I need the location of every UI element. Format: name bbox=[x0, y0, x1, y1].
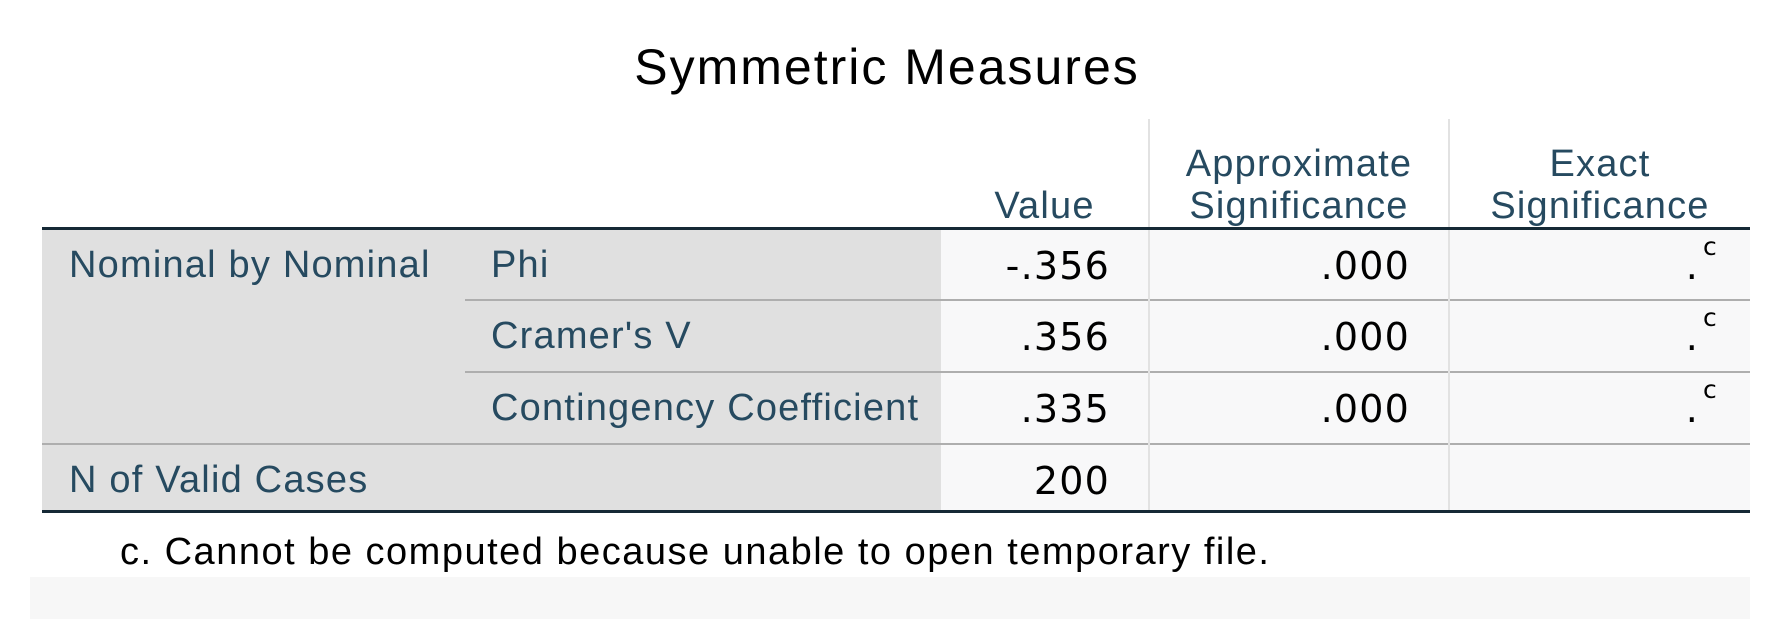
value-cell: 200 bbox=[941, 443, 1150, 513]
footnote-marker: c bbox=[1703, 303, 1718, 332]
row-label-phi: Phi bbox=[465, 226, 941, 300]
value-cell: .356 bbox=[941, 299, 1150, 372]
group-label-valid-cases: N of Valid Cases bbox=[42, 443, 941, 513]
background-band bbox=[30, 577, 1750, 619]
table-title: Symmetric Measures bbox=[634, 39, 1140, 95]
approx-significance-cell bbox=[1149, 443, 1450, 513]
row-label-cramers-v: Cramer's V bbox=[465, 299, 941, 372]
exact-significance-cell bbox=[1449, 443, 1750, 513]
group-label-nominal: Nominal by Nominal bbox=[42, 226, 465, 444]
column-header-exact-significance: Exact Significance bbox=[1490, 142, 1710, 227]
column-header-approx-significance: Approximate Significance bbox=[1149, 119, 1450, 228]
approx-significance-cell: .000 bbox=[1149, 371, 1450, 444]
table-row: Contingency Coefficient .335 .000 .c bbox=[42, 371, 1750, 444]
footnote-marker: c bbox=[1703, 375, 1718, 404]
header-row: Value Approximate Significance Exact Signi… bbox=[42, 119, 1750, 228]
table-row: Cramer's V .356 .000 .c bbox=[42, 299, 1750, 372]
column-header-value: Value bbox=[941, 119, 1150, 228]
approx-significance-cell: .000 bbox=[1149, 226, 1450, 300]
footnote-c: c. Cannot be computed because unable to … bbox=[120, 531, 1271, 573]
exact-significance-cell: .c bbox=[1449, 226, 1750, 300]
table-row: Nominal by Nominal Phi -.356 .000 .c bbox=[42, 226, 1750, 444]
footnote-marker: c bbox=[1703, 231, 1718, 261]
header-blank bbox=[42, 119, 465, 228]
exact-significance-cell: .c bbox=[1449, 299, 1750, 372]
table-row: N of Valid Cases 200 bbox=[42, 443, 1750, 513]
approx-significance-cell: .000 bbox=[1149, 299, 1450, 372]
symmetric-measures-table: Value Approximate Significance Exact Signi… bbox=[42, 119, 1750, 513]
row-label-contingency-coefficient: Contingency Coefficient bbox=[465, 371, 941, 444]
value-cell: -.356 bbox=[941, 226, 1150, 300]
value-cell: .335 bbox=[941, 371, 1150, 444]
exact-significance-cell: .c bbox=[1449, 371, 1750, 444]
header-blank bbox=[465, 119, 941, 228]
